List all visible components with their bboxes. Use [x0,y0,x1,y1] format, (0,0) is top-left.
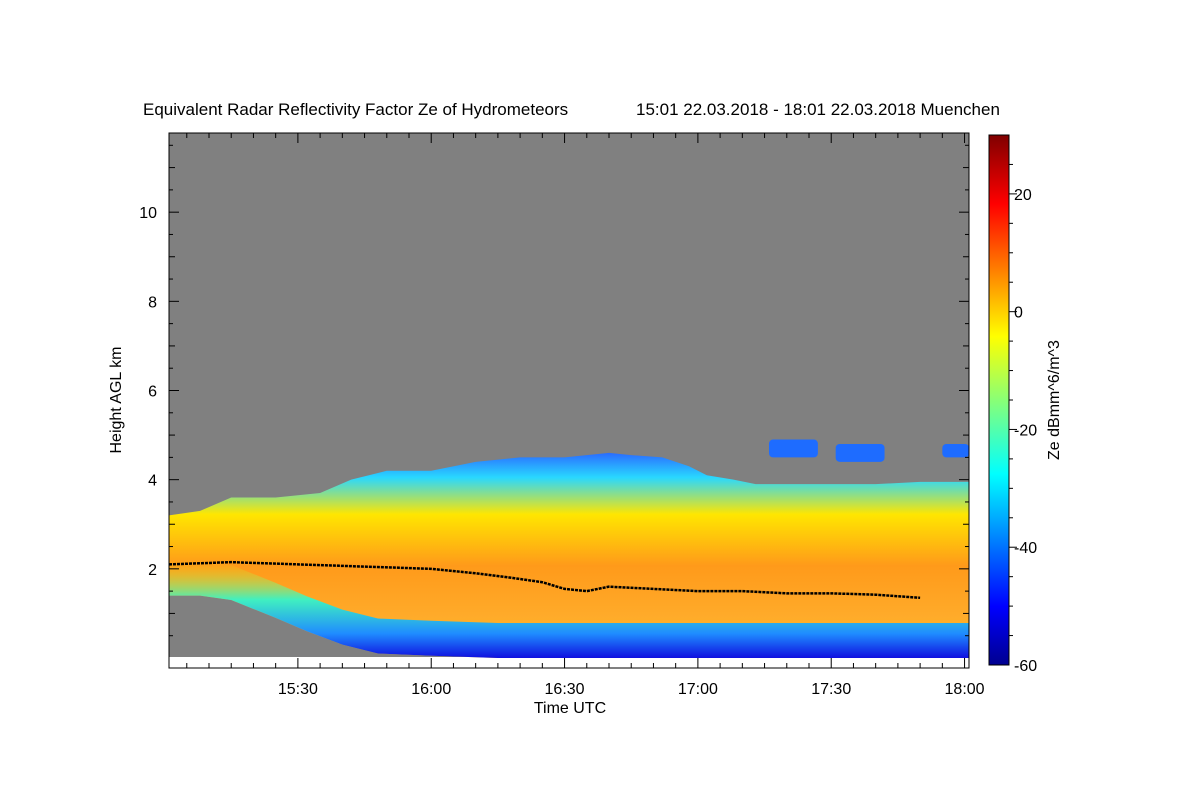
y-tick-label: 4 [148,473,157,490]
melting-layer-line [169,560,921,600]
colorbar-tick-label: -20 [1014,422,1037,439]
x-tick-label: 15:30 [278,681,318,698]
upper-cloud-patches [769,439,969,462]
y-tick-label: 8 [148,294,157,311]
x-axis-label: Time UTC [534,700,606,717]
colorbar-tick-label: 20 [1014,187,1032,204]
melting-layer-path [169,560,921,600]
y-tick-label: 10 [139,205,157,222]
y-axis: 2 4 6 8 10 [139,144,969,637]
chart-title: Equivalent Radar Reflectivity Factor Ze … [143,100,568,119]
cloud-layer [169,452,969,658]
cloud-base-gradient [169,560,969,658]
x-tick-label: 17:00 [678,681,718,698]
colorbar-tick-label: -60 [1014,658,1037,675]
upper-cloud-patch [769,439,818,458]
colorbar [988,134,1010,666]
colorbar-label: Ze dBmm^6/m^3 [1046,340,1063,460]
colorbar-tick-label: 0 [1014,305,1023,322]
upper-cloud-patch [942,444,969,458]
x-tick-label: 16:30 [545,681,585,698]
upper-cloud-patch [835,444,885,462]
x-tick-label: 16:00 [411,681,451,698]
colorbar-tick-label: -40 [1014,540,1037,557]
plot-frame [168,132,970,669]
x-axis: 15:30 16:00 16:30 17:00 17:30 18:00 [186,133,985,698]
y-tick-label: 2 [148,562,157,579]
plot-area [169,133,969,668]
x-tick-label: 17:30 [811,681,851,698]
ground-strip [169,657,969,668]
x-tick-label: 18:00 [945,681,985,698]
y-tick-label: 6 [148,384,157,401]
y-axis-label: Height AGL km [108,346,125,453]
chart-subtitle: 15:01 22.03.2018 - 18:01 22.03.2018 Muen… [636,100,1000,119]
colorbar-axis: -60 -40 -20 0 20 [1009,163,1037,675]
